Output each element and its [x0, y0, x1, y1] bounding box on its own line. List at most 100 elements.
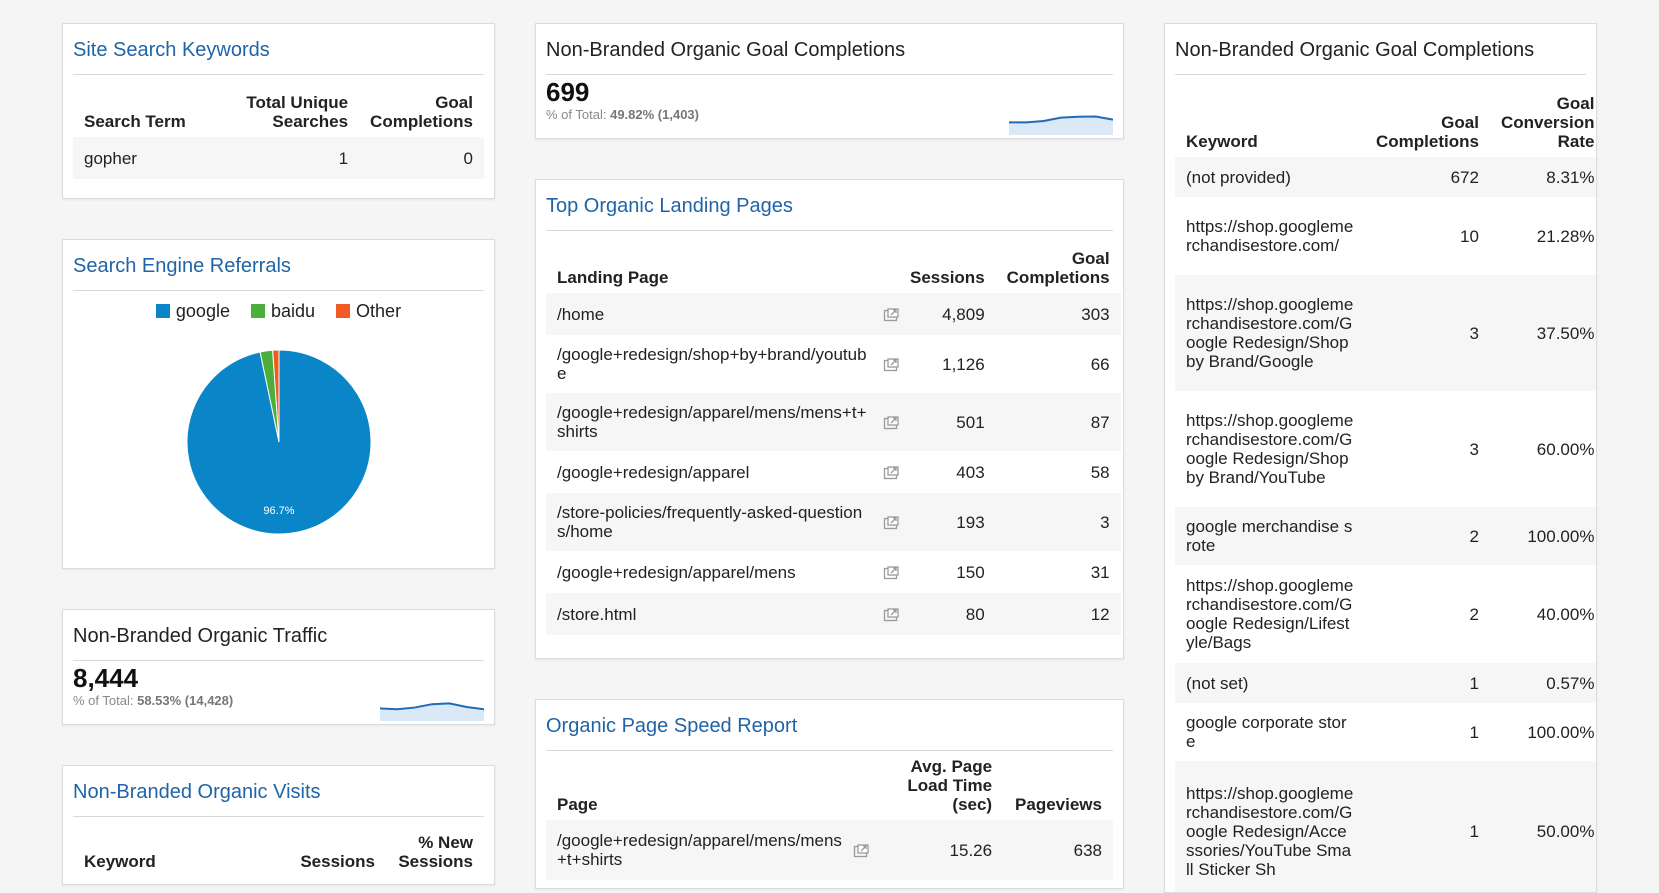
table-row: https://shop.googlemerchandisestore.com/…: [1175, 391, 1596, 507]
keyword-cell: (not provided): [1175, 157, 1365, 197]
keyword-text: https://shop.googlemerchandisestore.com/: [1186, 217, 1354, 255]
header-goal-completions[interactable]: Goal Completions: [1376, 113, 1479, 151]
external-link-icon[interactable]: [883, 358, 899, 372]
landing-page-cell[interactable]: /store-policies/frequently-asked-questio…: [546, 493, 883, 551]
header-goal-completions[interactable]: Goal Completions: [1006, 249, 1110, 287]
landing-page-cell[interactable]: /google+redesign/apparel: [546, 451, 883, 493]
legend-item-google[interactable]: google: [155, 301, 230, 322]
table-row: https://shop.googlemerchandisestore.com/…: [1175, 275, 1596, 391]
external-link-icon[interactable]: [883, 566, 899, 580]
table-row: /store-policies/frequently-asked-questio…: [546, 493, 1121, 551]
traffic-metric: 8,444 % of Total: 58.53% (14,428): [73, 661, 484, 723]
sessions-cell: 80: [899, 593, 996, 635]
load-time-cell: 15.26: [869, 820, 1004, 880]
goal-completions-cell: 2: [1469, 604, 1479, 624]
landing-page-cell[interactable]: /store.html: [546, 593, 883, 635]
pageviews-cell: 638: [1003, 820, 1113, 880]
top-landing-pages-title[interactable]: Top Organic Landing Pages: [546, 180, 1113, 231]
nb-organic-visits-title[interactable]: Non-Branded Organic Visits: [73, 766, 484, 817]
external-link-icon[interactable]: [883, 416, 899, 430]
nb-organic-traffic-card: Non-Branded Organic Traffic 8,444 % of T…: [62, 609, 495, 725]
keyword-cell: https://shop.googlemerchandisestore.com/…: [1175, 565, 1365, 663]
nb-organic-traffic-title[interactable]: Non-Branded Organic Traffic: [73, 610, 484, 661]
keyword-text: (not provided): [1186, 167, 1291, 187]
keyword-cell: https://shop.googlemerchandisestore.com/: [1175, 197, 1365, 275]
page-cell[interactable]: /google+redesign/apparel/mens/mens+t+shi…: [546, 820, 853, 880]
table-row: (not provided) 672 8.31%: [1175, 157, 1596, 197]
table-row: google corporate store 1 100.00%: [1175, 703, 1596, 761]
conversion-rate-cell: 60.00%: [1536, 439, 1595, 459]
traffic-pct-label: % of Total:: [73, 693, 134, 708]
landing-page-cell[interactable]: /google+redesign/shop+by+brand/youtube: [546, 335, 883, 393]
external-link-icon[interactable]: [883, 466, 899, 480]
link-cell: [883, 335, 899, 393]
conversion-rate-cell: 37.50%: [1489, 275, 1596, 391]
header-keyword[interactable]: Keyword: [84, 852, 156, 871]
header-landing-page[interactable]: Landing Page: [557, 268, 669, 287]
keyword-text: google corporate store: [1186, 713, 1347, 751]
goal-value: 699: [546, 77, 590, 107]
conversion-rate-cell: 40.00%: [1536, 604, 1595, 624]
header-goal-conversion-rate[interactable]: Goal Conversion Rate: [1500, 94, 1595, 151]
sparkline-area: [1009, 116, 1113, 135]
header-sessions[interactable]: Sessions: [910, 268, 985, 287]
table-row: /google+redesign/shop+by+brand/youtube 1,…: [546, 335, 1121, 393]
table-row: gopher 1 0: [73, 137, 484, 179]
header-page[interactable]: Page: [557, 795, 598, 814]
external-link-icon[interactable]: [883, 608, 899, 622]
legend-label-baidu: baidu: [270, 301, 316, 321]
header-avg-load-time[interactable]: Avg. Page Load Time (sec): [907, 757, 993, 814]
nb-goal-completions-summary-title[interactable]: Non-Branded Organic Goal Completions: [546, 24, 1113, 75]
landing-page-path: /home: [557, 304, 605, 324]
goal-completions-cell: 31: [1090, 562, 1110, 582]
landing-page-path: /google+redesign/apparel/mens/mens+t+shi…: [557, 403, 867, 441]
pie-slice-other[interactable]: [272, 349, 280, 443]
goal-metric: 699 % of Total: 49.82% (1,403): [546, 75, 1113, 137]
traffic-pct-value: 58.53% (14,428): [137, 693, 234, 708]
landing-page-cell[interactable]: /home: [546, 293, 883, 335]
site-search-keywords-title[interactable]: Site Search Keywords: [73, 24, 484, 75]
table-row: https://shop.googlemerchandisestore.com/…: [1175, 761, 1596, 892]
header-new-sessions[interactable]: % New Sessions: [398, 833, 473, 871]
conversion-rate-cell: 21.28%: [1536, 226, 1595, 246]
link-cell: [883, 493, 899, 551]
goal-completions-cell: 58: [1090, 462, 1110, 482]
header-search-term[interactable]: Search Term: [84, 112, 186, 131]
page-speed-report-title[interactable]: Organic Page Speed Report: [546, 700, 1113, 751]
landing-page-cell[interactable]: /google+redesign/apparel/mens: [546, 551, 883, 593]
header-goal-completions[interactable]: Goal Completions: [370, 93, 473, 131]
legend-swatch-google: [155, 304, 170, 318]
goal-sparkline: [1009, 115, 1113, 135]
sessions-cell: 193: [899, 493, 996, 551]
header-sessions[interactable]: Sessions: [300, 852, 375, 871]
top-landing-pages-card: Top Organic Landing Pages Landing Page S…: [535, 179, 1124, 659]
external-link-icon[interactable]: [853, 844, 869, 858]
table-row: /home 4,809 303: [546, 293, 1121, 335]
nb-goal-completions-table-title[interactable]: Non-Branded Organic Goal Completions: [1175, 24, 1586, 75]
link-cell: [883, 293, 899, 335]
legend-item-other[interactable]: Other: [336, 301, 401, 322]
landing-page-path: /google+redesign/apparel: [557, 462, 750, 482]
keyword-cell: google corporate store: [1175, 703, 1365, 761]
table-row: (not set) 1 0.57%: [1175, 663, 1596, 703]
goal-completions-cell: 12: [995, 593, 1121, 635]
table-row: https://shop.googlemerchandisestore.com/…: [1175, 565, 1596, 663]
keyword-text: https://shop.googlemerchandisestore.com/…: [1186, 295, 1354, 371]
conversion-rate-cell: 0.57%: [1489, 663, 1596, 703]
traffic-value: 8,444: [73, 663, 139, 693]
external-link-icon[interactable]: [883, 516, 899, 530]
header-total-unique-searches[interactable]: Total Unique Searches: [246, 93, 349, 131]
header-pageviews[interactable]: Pageviews: [1015, 795, 1102, 814]
sessions-cell: 501: [899, 393, 996, 451]
landing-page-cell[interactable]: /google+redesign/apparel/mens/mens+t+shi…: [546, 393, 883, 451]
search-engine-referrals-title[interactable]: Search Engine Referrals: [73, 240, 484, 291]
pie-slice-label: 96.7%: [263, 505, 294, 517]
keyword-cell: https://shop.googlemerchandisestore.com/…: [1175, 761, 1365, 892]
landing-page-path: /store-policies/frequently-asked-questio…: [557, 503, 863, 541]
external-link-icon[interactable]: [883, 308, 899, 322]
legend-item-baidu[interactable]: baidu: [250, 301, 316, 322]
goal-completions-cell: 3: [995, 493, 1121, 551]
landing-pages-table: Landing Page Sessions Goal Completions /…: [546, 231, 1121, 635]
link-cell: [883, 451, 899, 493]
header-keyword[interactable]: Keyword: [1186, 132, 1258, 151]
